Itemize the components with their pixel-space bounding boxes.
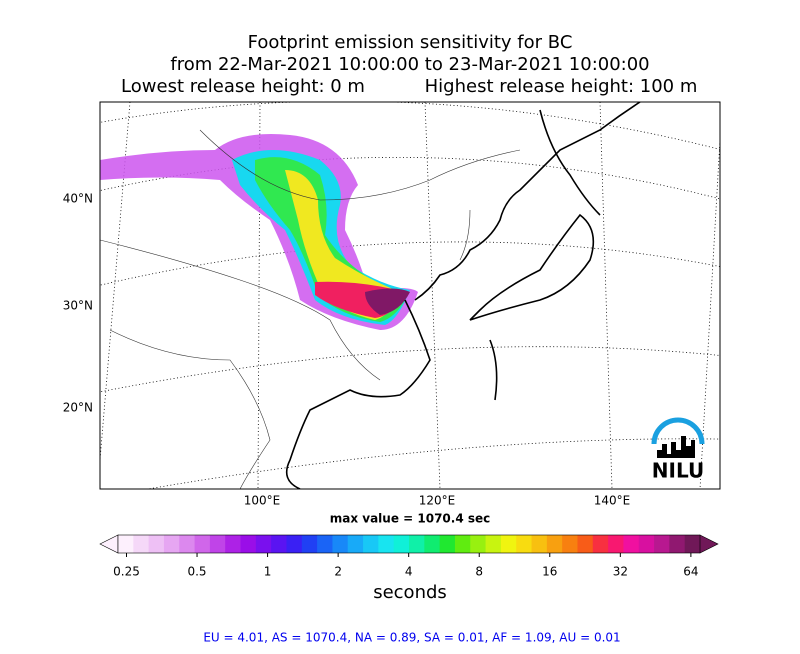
colorbar-segment (363, 535, 379, 553)
coastline (469, 213, 595, 321)
graticule (100, 241, 720, 286)
colorbar-segment (317, 535, 333, 553)
colorbar-tick-label: 16 (542, 565, 557, 579)
colorbar-segment (669, 535, 686, 553)
graticule (257, 102, 261, 489)
border (109, 329, 271, 489)
colorbar-tick-label: 0.25 (113, 565, 140, 579)
colorbar-segment (163, 535, 180, 553)
graticule (100, 102, 131, 461)
graticule (424, 102, 441, 489)
colorbar-segment (118, 535, 134, 553)
colorbar-segment (562, 535, 578, 553)
map (100, 102, 720, 489)
colorbar-tick-label: 0.5 (187, 565, 206, 579)
max-value: max value = 1070.4 sec (330, 512, 491, 526)
colorbar-segment (148, 535, 165, 553)
footer: EU = 4.01, AS = 1070.4, NA = 0.89, SA = … (203, 631, 620, 645)
lon-label: 120°E (419, 494, 456, 508)
colorbar-segment (623, 535, 640, 553)
coastline (539, 109, 601, 216)
plume (285, 170, 400, 320)
colorbar-segment (500, 535, 517, 553)
title: Highest release height: 100 m (425, 76, 698, 97)
colorbar-tick-label: 64 (683, 565, 698, 579)
plume (365, 288, 410, 315)
logo: NILU (651, 417, 705, 483)
colorbar-segment (638, 535, 655, 553)
colorbar-segment (439, 535, 456, 553)
colorbar-segment (332, 535, 349, 553)
colorbar-segment (516, 535, 532, 553)
colorbar-segment (240, 535, 257, 553)
title: Lowest release height: 0 m (121, 76, 365, 97)
lon-label: 100°E (244, 494, 281, 508)
colorbar-segment (393, 535, 410, 553)
colorbar-arrow (99, 534, 119, 554)
colorbar-segment (592, 535, 609, 553)
colorbar-segment (485, 535, 502, 553)
colorbar-segment (179, 535, 195, 553)
colorbar-segment (378, 535, 395, 553)
colorbar-segment (209, 535, 226, 553)
colorbar-tick-label: 8 (475, 565, 483, 579)
colorbar-segment (531, 535, 548, 553)
coastline (414, 102, 641, 301)
colorbar-segment (194, 535, 211, 553)
colorbar-tick-label: 2 (334, 565, 342, 579)
colorbar-segment (608, 535, 624, 553)
graticule (599, 102, 613, 489)
colorbar-tick-label: 1 (264, 565, 272, 579)
coastline (285, 299, 431, 489)
lon-label: 140°E (594, 494, 631, 508)
border (199, 129, 521, 201)
colorbar-segment (684, 535, 701, 553)
title: Footprint emission sensitivity for BC (248, 32, 573, 53)
colorbar-label: seconds (373, 582, 447, 603)
colorbar-segment (577, 535, 594, 553)
graticule (100, 346, 720, 393)
colorbar-segment (409, 535, 425, 553)
colorbar-segment (546, 535, 563, 553)
border (100, 239, 381, 381)
colorbar-segment (271, 535, 287, 553)
coastline (489, 339, 498, 401)
lat-label: 20°N (63, 401, 93, 415)
colorbar-arrow (699, 534, 719, 554)
colorbar-segment (133, 535, 150, 553)
lat-label: 30°N (63, 299, 93, 313)
colorbar-tick-label: 4 (405, 565, 413, 579)
border (459, 209, 471, 261)
lat-label: 40°N (63, 192, 93, 206)
colorbar: 0.25 0.5 1 2 4 8 16 32 64 (99, 534, 719, 579)
title: from 22-Mar-2021 10:00:00 to 23-Mar-2021… (170, 54, 649, 75)
colorbar-segment (654, 535, 670, 553)
colorbar-tick-label: 32 (613, 565, 628, 579)
colorbar-segment (347, 535, 364, 553)
graticule (100, 102, 720, 150)
colorbar-segment (286, 535, 303, 553)
logo-text: NILU (652, 459, 704, 483)
map-frame (99, 101, 721, 490)
colorbar-segment (424, 535, 441, 553)
colorbar-segment (225, 535, 241, 553)
colorbar-segment (454, 535, 471, 553)
colorbar-segment (470, 535, 486, 553)
graticule (699, 139, 720, 489)
colorbar-segment (255, 535, 272, 553)
colorbar-segment (301, 535, 318, 553)
